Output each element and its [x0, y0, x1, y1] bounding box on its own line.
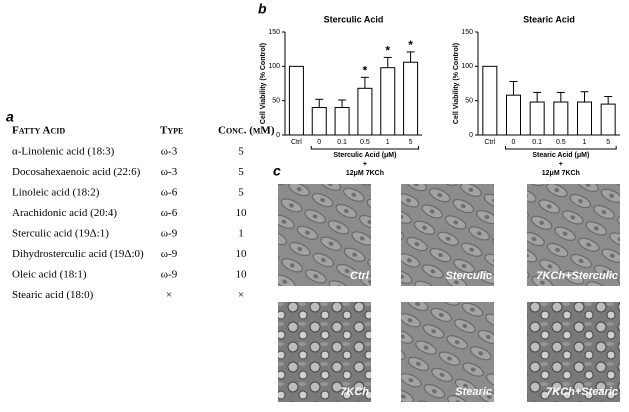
table-cell: ω-9 — [161, 228, 178, 240]
table-cell: 10 — [236, 269, 248, 281]
panel-label: b — [258, 1, 267, 17]
y-tick-label: 50 — [465, 98, 473, 105]
table-cell: ω-3 — [161, 146, 178, 158]
x-tick-label: 5 — [409, 139, 413, 146]
table-cell: Oleic acid (18:1) — [12, 269, 87, 281]
table-cell: Arachidonic acid (20:4) — [12, 207, 117, 219]
bar — [380, 67, 396, 136]
significance: * — [385, 44, 390, 58]
panel-label: c — [273, 163, 281, 179]
bracket — [505, 146, 617, 150]
table-cell: 5 — [238, 187, 244, 199]
x-axis-label: 12μM 7KCh — [346, 170, 384, 177]
x-tick-label: 1 — [386, 139, 390, 146]
x-tick-label: Ctrl — [484, 139, 495, 146]
x-tick-label: 0.1 — [532, 139, 542, 146]
table-header: Type — [160, 125, 183, 137]
table-cell: ω-3 — [161, 166, 178, 178]
table-cell: × — [166, 289, 172, 301]
y-tick-label: 100 — [461, 63, 473, 70]
y-tick-label: 150 — [461, 29, 473, 36]
micrograph-label: Sterculic — [446, 270, 492, 282]
micrograph — [401, 184, 494, 286]
table-cell: ω-6 — [161, 187, 178, 199]
micrograph — [527, 184, 620, 286]
micrograph-label: 7KCh+Stearic — [546, 386, 618, 398]
table-cell: Linoleic acid (18:2) — [12, 187, 100, 199]
y-axis-label: Cell Viability (% Control) — [260, 43, 267, 124]
table-header: Conc. (μM) — [218, 125, 275, 137]
y-axis-label: Cell Viability (% Control) — [453, 43, 460, 124]
table-cell: ω-9 — [161, 269, 178, 281]
bar — [600, 103, 616, 136]
x-axis-label: + — [559, 161, 563, 168]
table-cell: 5 — [238, 146, 244, 158]
table-cell: Stearic acid (18:0) — [12, 289, 94, 301]
table: Fatty Acid Type Conc. (μM) α-Linolenic acid… — [12, 125, 275, 302]
x-axis-label: Stearic Acid (μM) — [532, 152, 589, 159]
bar — [482, 65, 498, 136]
micrograph-label: Ctrl — [350, 270, 370, 282]
bar — [506, 94, 521, 136]
micrograph-label: Stearic — [455, 386, 492, 398]
table-cell: α-Linolenic acid (18:3) — [12, 146, 115, 158]
charts: Sterculic Acid Cell Viability (% Control)… — [260, 14, 620, 177]
y-tick-label: 0 — [469, 132, 473, 139]
x-tick-label: 5 — [606, 139, 610, 146]
significance: * — [363, 63, 368, 77]
x-axis-label: 12μM 7KCh — [542, 170, 580, 177]
table-cell: Docosahexaenoic acid (22:6) — [12, 166, 141, 178]
bar — [577, 101, 592, 136]
x-tick-label: 0 — [317, 139, 321, 146]
x-tick-label: 1 — [583, 139, 587, 146]
x-axis-label: Sterculic Acid (μM) — [333, 152, 396, 159]
micrograph — [527, 302, 620, 402]
bar — [529, 101, 545, 136]
x-tick-label: 0.5 — [556, 139, 566, 146]
micrographs: Ctrl Sterculic 7KCh+Sterculic 7KCh Stearic 7K… — [278, 184, 620, 402]
micrograph-label: 7KCh — [340, 386, 369, 398]
table-cell: Dihydrosterculic acid (19Δ:0) — [12, 248, 144, 260]
bar — [403, 61, 419, 136]
chart-title: Stearic Acid — [523, 14, 575, 24]
table-cell: × — [238, 289, 244, 301]
micrograph-label: 7KCh+Sterculic — [536, 270, 618, 282]
x-tick-label: 0.1 — [337, 139, 347, 146]
x-tick-label: 0.5 — [360, 139, 370, 146]
y-tick-label: 150 — [268, 29, 280, 36]
table-cell: ω-6 — [161, 207, 178, 219]
bar — [288, 65, 304, 136]
x-tick-label: 0 — [512, 139, 516, 146]
micrograph — [278, 302, 371, 402]
bracket — [310, 146, 420, 150]
x-axis-label: + — [363, 161, 367, 168]
table-cell: Sterculic acid (19Δ:1) — [12, 228, 109, 240]
bar — [553, 101, 569, 136]
table-cell: 10 — [236, 248, 248, 260]
bar — [357, 87, 373, 136]
bar — [334, 107, 350, 136]
table-cell: 10 — [236, 207, 248, 219]
table-header: Fatty Acid — [12, 125, 65, 137]
chart-title: Sterculic Acid — [324, 14, 384, 24]
micrograph — [278, 184, 371, 286]
panel-label: a — [6, 109, 14, 125]
bar — [311, 107, 327, 136]
x-tick-label: Ctrl — [291, 139, 302, 146]
micrograph — [401, 302, 494, 402]
y-tick-label: 50 — [272, 98, 280, 105]
table-cell: 1 — [238, 228, 244, 240]
table-cell: 5 — [238, 166, 244, 178]
y-tick-label: 0 — [276, 132, 280, 139]
table-cell: ω-9 — [161, 248, 178, 260]
y-tick-label: 100 — [268, 63, 280, 70]
significance: * — [408, 38, 413, 52]
